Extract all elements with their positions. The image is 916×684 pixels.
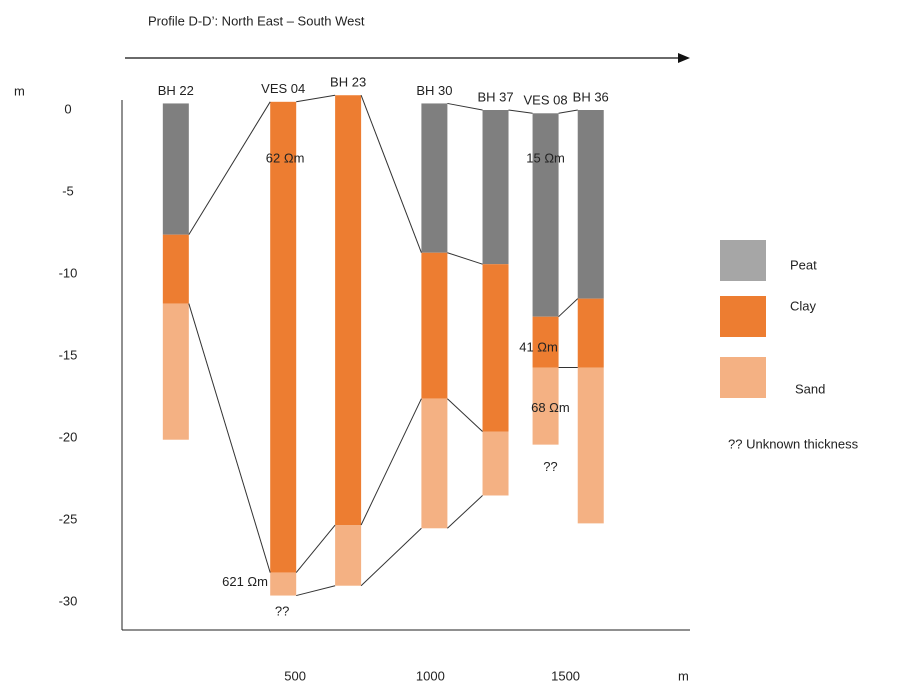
y-axis-label: m (14, 83, 25, 98)
annotation: 621 Ωm (222, 574, 268, 589)
layer (577, 367, 604, 524)
y-tick-label: -15 (59, 347, 78, 362)
annotation: 41 Ωm (519, 339, 558, 354)
legend-swatch (720, 240, 766, 281)
correlation-line (447, 398, 483, 432)
x-axis-label: m (678, 668, 689, 683)
x-tick-label: 1000 (416, 668, 445, 683)
layer (335, 525, 362, 586)
annotation: 68 Ωm (531, 400, 570, 415)
layer (421, 398, 448, 529)
layer (577, 298, 604, 368)
layer (482, 264, 509, 432)
annotation: 62 Ωm (266, 151, 305, 166)
layer (162, 303, 189, 440)
y-tick-label: 0 (64, 101, 71, 116)
correlation-line (447, 252, 483, 265)
correlation-line (188, 303, 271, 573)
y-tick-label: -25 (59, 512, 78, 527)
correlation-line (296, 585, 336, 597)
layer (532, 316, 559, 368)
chart-title: Profile D-D’: North East – South West (148, 13, 365, 28)
legend-label: Peat (790, 257, 817, 272)
correlation-line (360, 95, 422, 253)
y-tick-label: -20 (59, 430, 78, 445)
layer (532, 113, 559, 317)
annotation: 15 Ωm (526, 151, 565, 166)
arrow-head (678, 53, 690, 63)
legend-label: Sand (795, 381, 825, 396)
layer (421, 252, 448, 399)
layer (162, 103, 189, 235)
column-label: VES 04 (261, 81, 305, 96)
correlation-line (558, 298, 579, 318)
layer (482, 110, 509, 265)
layer (577, 110, 604, 299)
x-tick-label: 1500 (551, 668, 580, 683)
y-tick-label: -30 (59, 594, 78, 609)
x-tick-label: 500 (284, 668, 306, 683)
correlation-line (295, 524, 336, 573)
y-tick-label: -5 (62, 183, 74, 198)
layer (421, 103, 448, 253)
layer (270, 572, 297, 596)
column-label: BH 23 (330, 75, 366, 90)
correlation-line (447, 102, 483, 111)
y-tick-label: -10 (59, 265, 78, 280)
layer (162, 234, 189, 304)
column-label: BH 37 (477, 89, 513, 104)
annotation: ?? (543, 459, 557, 474)
legend-note: ?? Unknown thickness (728, 436, 859, 451)
column-label: BH 36 (573, 89, 609, 104)
correlation-line (360, 398, 422, 526)
layer (532, 367, 559, 445)
column-label: BH 22 (158, 83, 194, 98)
correlation-line (447, 495, 483, 529)
layer (335, 95, 362, 526)
correlation-line (296, 94, 336, 103)
annotation: ?? (275, 603, 289, 618)
legend-swatch (720, 296, 766, 337)
column-label: VES 08 (524, 93, 568, 108)
legend-label: Clay (790, 298, 817, 313)
correlation-line (188, 101, 271, 235)
correlation-line (558, 109, 578, 114)
legend-swatch (720, 357, 766, 398)
layer (270, 101, 297, 573)
column-label: BH 30 (416, 83, 452, 98)
correlation-line (508, 109, 533, 114)
layer (482, 431, 509, 496)
correlation-line (360, 527, 422, 587)
